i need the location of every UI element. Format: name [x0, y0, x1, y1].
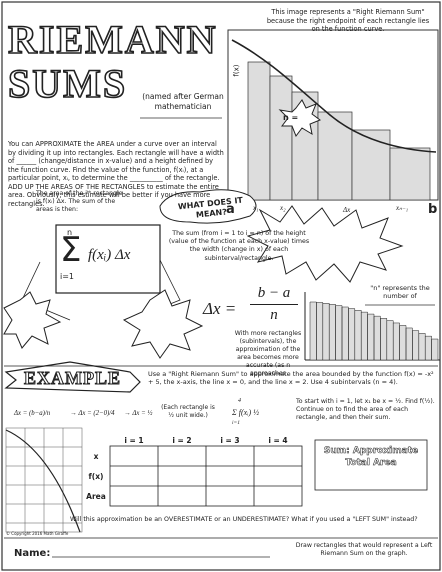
example-grid [5, 427, 83, 533]
dx-num: b − a [250, 284, 298, 305]
sigma-top: n [67, 228, 73, 237]
sum-top: 4 [238, 398, 241, 404]
rect [351, 129, 391, 201]
axis-label: x₁ [253, 204, 259, 212]
sigma-body: f(xᵢ) Δx [88, 247, 131, 263]
column-header: i = 3 [220, 436, 240, 445]
sum-box [314, 439, 428, 491]
column-header: i = 4 [268, 436, 288, 445]
small-graph [304, 292, 440, 361]
starburst [246, 205, 404, 283]
axis-label: b [428, 202, 438, 217]
main-graph [227, 29, 439, 201]
step: → Δx = ½ [124, 410, 153, 417]
row-header: Area [86, 492, 106, 501]
instructions: To start with i = 1, let x₁ be x = ½. Fi… [296, 398, 435, 422]
axis-label: xₙ₋₁ [396, 204, 409, 212]
axis-label: Δx [343, 206, 351, 214]
more-text: With more rectangles (subintervals), the… [234, 330, 302, 378]
problem: Use a "Right Riemann Sum" to approximate… [148, 370, 434, 387]
dx-formula: Δx = [203, 299, 237, 318]
axis-label: f(x) [232, 64, 241, 77]
title: RIEMANN [7, 17, 218, 62]
small-star [3, 291, 62, 349]
banner [4, 361, 141, 393]
graph-caption: This image represents a "Right Riemann S… [266, 8, 430, 34]
n-label: n = [283, 113, 299, 122]
rect [247, 61, 271, 201]
example-banner: EXAMPLE [24, 368, 121, 389]
row-header: f(x) [88, 472, 104, 481]
column-header: i = 2 [172, 436, 192, 445]
copyright: © Copyright 2016 Math Giraffe [6, 531, 69, 536]
title: SUMS [7, 61, 128, 106]
table-grid [109, 445, 303, 507]
sum-bottom: i=1 [232, 420, 240, 426]
sigma: Σ [60, 230, 82, 270]
subtitle: (named after German mathematician [142, 92, 224, 111]
curve [231, 39, 437, 153]
sigma-bottom: i=1 [60, 272, 75, 281]
step-note: (Each rectangle is ½ unit wide.) [161, 404, 215, 419]
total-label: Sum: Approximate Total Area [323, 446, 419, 468]
axis-label: x₂ [280, 204, 286, 212]
rect [389, 147, 431, 201]
column-header: i = 1 [124, 436, 144, 445]
intro: You can APPROXIMATE the AREA under a cur… [8, 140, 224, 208]
rect [269, 75, 293, 201]
sum-expr: Σ f(xᵢ) ½ [232, 408, 260, 417]
n-star [278, 99, 322, 138]
axis-label: a [226, 202, 235, 217]
question: Will this approximation be an OVERESTIMA… [70, 516, 418, 523]
footer-note: Draw rectangles that would represent a L… [295, 542, 433, 558]
name-label: Name: [14, 548, 51, 559]
small-star [122, 289, 204, 359]
step: Δx = (b−a)/n [14, 410, 51, 417]
area-text: The area of the iᵗʰ rectangle is f(xᵢ) Δ… [36, 190, 123, 214]
cloud [159, 189, 257, 224]
dx-den: n [270, 307, 278, 323]
n-text: "n" represents the number of [370, 284, 430, 301]
formula-box [55, 224, 161, 294]
step: → Δx = (2−0)/4 [70, 410, 115, 417]
row-header: x [93, 452, 99, 461]
rect [317, 111, 353, 201]
meaning-text: The sum (from i = 1 to i = n) of the hei… [168, 230, 310, 262]
